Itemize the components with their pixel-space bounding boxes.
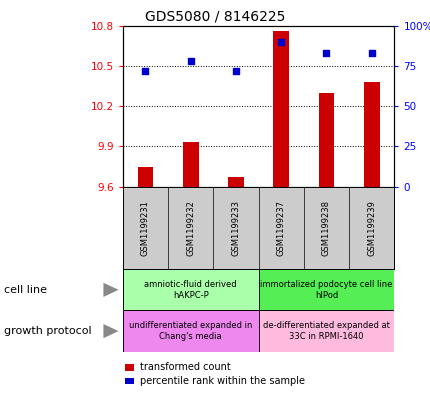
Text: GSM1199231: GSM1199231	[141, 200, 150, 256]
Text: GSM1199233: GSM1199233	[231, 200, 240, 256]
Bar	[258, 269, 393, 310]
Text: GSM1199239: GSM1199239	[366, 200, 375, 256]
Text: immortalized podocyte cell line
hIPod: immortalized podocyte cell line hIPod	[260, 280, 392, 299]
Text: transformed count: transformed count	[140, 362, 230, 373]
Bar	[318, 93, 334, 187]
Text: percentile rank within the sample: percentile rank within the sample	[140, 376, 304, 386]
Text: GSM1199238: GSM1199238	[321, 200, 330, 256]
Text: GSM1199237: GSM1199237	[276, 200, 285, 256]
Text: de-differentiated expanded at
33C in RPMI-1640: de-differentiated expanded at 33C in RPM…	[262, 321, 389, 341]
Point	[277, 39, 284, 45]
Point	[322, 50, 329, 56]
Bar	[258, 310, 393, 352]
Bar	[137, 167, 153, 187]
Point	[142, 68, 149, 74]
Point	[232, 68, 239, 74]
Text: undifferentiated expanded in
Chang's media: undifferentiated expanded in Chang's med…	[129, 321, 252, 341]
Text: GDS5080 / 8146225: GDS5080 / 8146225	[145, 10, 285, 24]
Point	[187, 58, 194, 64]
Bar	[273, 31, 289, 187]
Text: GSM1199232: GSM1199232	[186, 200, 195, 256]
Bar	[227, 177, 243, 187]
Text: cell line: cell line	[4, 285, 47, 295]
Bar	[123, 310, 258, 352]
Point	[367, 50, 374, 56]
Bar	[182, 142, 198, 187]
Text: amniotic-fluid derived
hAKPC-P: amniotic-fluid derived hAKPC-P	[144, 280, 237, 299]
Text: growth protocol: growth protocol	[4, 326, 92, 336]
Bar	[363, 82, 379, 187]
Bar	[123, 269, 258, 310]
